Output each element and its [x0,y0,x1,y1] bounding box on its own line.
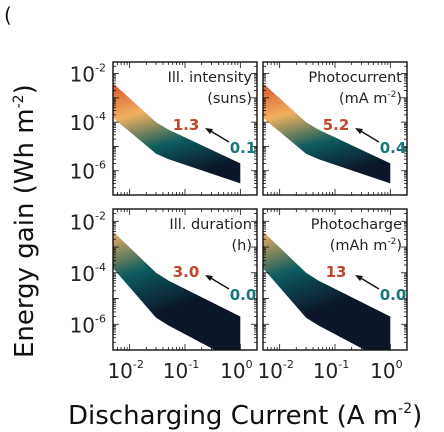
panel-unit-end: ) [396,91,402,107]
panel-1: Ill. intensity(suns)1.30.110-210-410-6 [70,61,258,196]
x-tick-base: 10 [370,359,395,383]
x-tick-base: 10 [257,359,282,383]
panel-3: Ill. duration(h)3.00.010-210-410-610-2 10… [70,208,258,383]
energy-gain-band [113,83,241,184]
x-tick-exp: -2 [283,358,294,371]
x-axis-label: Discharging Current (A m-2) [68,401,422,431]
x-tick-base: 10 [313,359,338,383]
y-axis-label: Energy gain (Wh m-2) [10,84,40,358]
x-tick-label: 100 [370,358,402,383]
tick-marks [112,208,258,351]
panel-title: Ill. intensity [168,70,253,86]
y-tick-base: 10 [70,262,95,286]
y-tick-exp: -2 [95,62,106,75]
panel-unit-main: (suns) [207,91,252,107]
trend-arrow [358,276,380,290]
panel-unit-main: (mAh m [330,238,388,254]
low-value-label: 0.0 [380,286,407,304]
panel-letter: ( [4,3,12,27]
x-tick-exp: -2 [133,358,144,371]
x-tick-base: 10 [107,359,132,383]
panel-unit-main: (mA m [339,91,387,107]
y-tick-base: 10 [70,313,95,337]
x-tick-exp: 0 [246,358,253,371]
panel-title: Photocharge [311,217,402,233]
x-tick-exp: -1 [338,358,349,371]
y-tick-base: 10 [70,210,95,234]
x-axis-label-end: ) [412,401,422,431]
y-axis-label-sup: -2 [11,94,27,108]
panel-unit: (suns) [207,91,252,107]
x-tick-exp: -1 [188,358,199,371]
y-tick-exp: -2 [95,209,106,222]
y-tick-base: 10 [70,63,95,87]
y-tick-label: 10-6 [70,312,106,337]
x-tick-label: 10-2 [107,358,143,383]
panel-4: Photocharge(mAh m-2)130.010-2 10-1 100 [257,208,408,383]
low-value-label: 0.4 [380,139,407,157]
x-tick-label: 100 [220,358,252,383]
high-value-label: 3.0 [173,263,200,281]
tick-marks [112,61,258,196]
panel-unit-sup: -2 [387,90,396,100]
energy-gain-band [263,83,391,184]
panel-title: Ill. duration [169,217,252,233]
panel-unit-sup: -2 [387,237,396,247]
trend-arrow-head [205,275,213,281]
tick-marks [262,208,408,351]
panel-2: Photocurrent (mA m-2) 5.2 0.4 [262,61,408,196]
trend-arrow [208,276,230,290]
panel-unit: (mA m-2) [339,90,402,107]
high-value-label: 13 [326,263,347,281]
energy-gain-band [263,231,391,350]
panel-unit: (mAh m-2) [330,237,402,254]
trend-arrow-head [355,128,363,134]
x-tick-label: 10-1 [163,358,199,383]
y-axis-label-main: Energy gain (Wh m [10,108,40,358]
y-tick-exp: -4 [95,261,106,274]
trend-arrow-head [355,275,363,281]
x-axis-label-sup: -2 [398,401,412,417]
y-tick-exp: -6 [95,312,106,325]
trend-arrow-head [205,128,213,134]
y-tick-label: 10-4 [70,110,106,135]
x-tick-base: 10 [220,359,245,383]
low-value-label: 0.0 [230,286,257,304]
x-tick-label: 10-1 [313,358,349,383]
x-tick-label: 10-2 [257,358,293,383]
x-tick-exp: 0 [396,358,403,371]
panel-title: Photocurrent [308,70,402,86]
y-tick-base: 10 [70,111,95,135]
y-tick-label: 10-2 [70,209,106,234]
x-tick-base: 10 [163,359,188,383]
y-tick-exp: -6 [95,159,106,172]
high-value-label: 1.3 [173,116,200,134]
y-tick-label: 10-4 [70,261,106,286]
energy-gain-band [113,231,241,350]
panel-unit-end: ) [396,238,402,254]
panel-unit-main: (h) [231,238,252,254]
low-value-label: 0.1 [230,139,257,157]
tick-marks [262,61,408,196]
y-tick-label: 10-6 [70,159,106,184]
y-tick-base: 10 [70,160,95,184]
trend-arrow [208,129,230,143]
y-tick-exp: -4 [95,110,106,123]
panel-unit: (h) [231,238,252,254]
y-axis-label-end: ) [10,84,40,94]
y-tick-label: 10-2 [70,62,106,87]
high-value-label: 5.2 [323,116,350,134]
trend-arrow [358,129,380,143]
x-axis-label-main: Discharging Current (A m [68,401,398,431]
